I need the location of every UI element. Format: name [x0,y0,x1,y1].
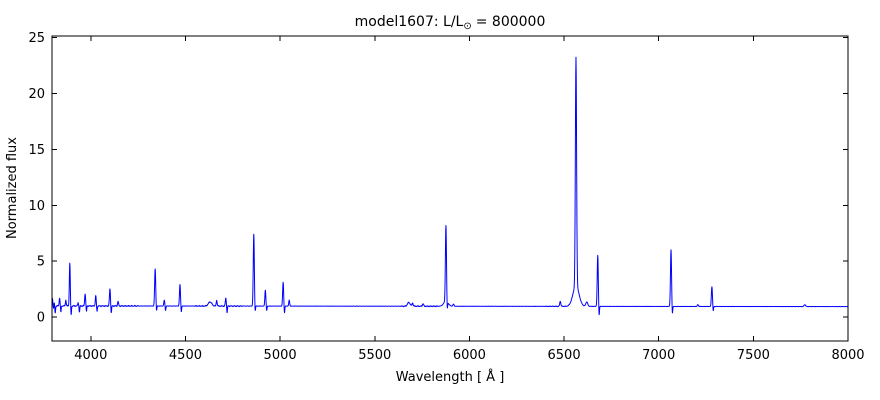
x-tick-label: 6500 [548,348,581,363]
y-tick-label: 10 [28,199,45,214]
y-tick-label: 20 [28,87,45,102]
y-tick-label: 25 [28,31,45,46]
x-tick-label: 5000 [264,348,297,363]
axis-ticks [52,36,849,341]
x-tick-label: 4500 [169,348,202,363]
x-tick-label: 8000 [831,348,864,363]
chart-title-prefix: model1607: L/L [355,14,464,30]
chart-title-suffix: = 800000 [476,14,546,30]
x-tick-label: 6000 [453,348,486,363]
x-tick-label: 5500 [358,348,391,363]
y-tick-label: 15 [28,143,45,158]
x-tick-label: 7500 [737,348,770,363]
y-axis-label: Normalized flux [5,137,20,239]
axis-tick-labels: 4000 4500 5000 5500 6000 6500 7000 7500 8000 0 5 10… [28,31,864,363]
x-axis-label: Wavelength [ Å ] [396,369,505,385]
solar-symbol: ⊙ [463,21,471,32]
chart-title: model1607: L/L⊙ = 800000 [355,14,546,32]
plot-frame [51,35,849,342]
spectrum-line [51,56,849,316]
y-tick-label: 0 [37,310,45,325]
x-tick-label: 4000 [74,348,107,363]
y-tick-label: 5 [37,255,45,270]
x-tick-label: 7000 [642,348,675,363]
